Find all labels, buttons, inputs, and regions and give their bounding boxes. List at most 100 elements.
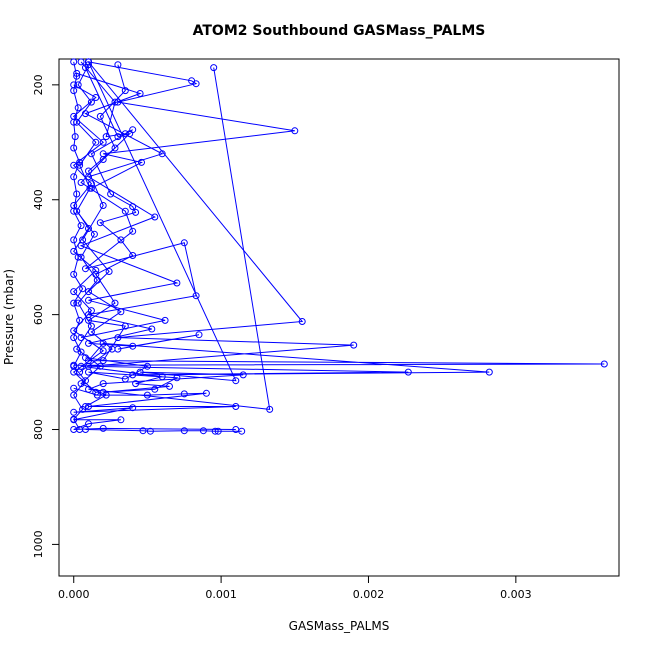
- data-point: [70, 391, 78, 399]
- data-point: [70, 247, 78, 255]
- data-point: [73, 72, 81, 80]
- series-line: [73, 61, 605, 376]
- series-line: [79, 64, 126, 373]
- data-point: [99, 156, 107, 163]
- data-point: [105, 268, 113, 275]
- data-point: [199, 427, 207, 435]
- data-point: [291, 127, 299, 135]
- data-point: [70, 161, 78, 169]
- data-point: [70, 112, 78, 120]
- data-point: [114, 98, 122, 106]
- x-axis: 0.000 0.001 0.002 0.003: [58, 575, 532, 601]
- data-point: [192, 292, 200, 300]
- data-point: [99, 339, 107, 347]
- data-point: [132, 380, 140, 388]
- data-point: [129, 227, 137, 235]
- data-point: [211, 427, 219, 435]
- data-point: [70, 144, 78, 152]
- data-point: [121, 207, 129, 215]
- series: [70, 81, 107, 396]
- data-point: [173, 374, 181, 382]
- x-tick-label: 0.002: [353, 588, 385, 601]
- data-point: [77, 179, 85, 186]
- data-point: [99, 347, 107, 355]
- data-point: [600, 360, 608, 368]
- data-point: [70, 236, 78, 244]
- data-point: [114, 133, 122, 141]
- data-point: [148, 325, 156, 333]
- data-point: [99, 202, 107, 209]
- data-point: [239, 371, 247, 379]
- data-point: [70, 384, 78, 392]
- data-point: [143, 362, 151, 370]
- data-point: [114, 334, 122, 342]
- data-point: [238, 427, 246, 435]
- data-point: [82, 64, 89, 72]
- series: [85, 58, 299, 192]
- data-point: [151, 213, 159, 221]
- series: [73, 69, 181, 342]
- data-point: [73, 69, 81, 77]
- data-point: [173, 279, 181, 287]
- data-point: [158, 150, 166, 158]
- data-point: [85, 225, 92, 232]
- data-point: [121, 375, 129, 383]
- data-point: [82, 110, 89, 118]
- data-point: [70, 173, 78, 181]
- data-point: [202, 389, 210, 397]
- data-point: [138, 158, 145, 166]
- data-point: [111, 144, 119, 152]
- data-point: [85, 167, 92, 175]
- data-point: [146, 427, 154, 435]
- data-point: [70, 327, 78, 335]
- data-point: [74, 299, 82, 307]
- data-point: [350, 341, 358, 349]
- series-line: [80, 61, 137, 361]
- data-point: [70, 58, 78, 66]
- data-point: [77, 222, 85, 230]
- data-point: [70, 81, 78, 89]
- data-point: [404, 368, 412, 376]
- data-point: [210, 64, 218, 72]
- data-point: [71, 133, 79, 141]
- data-point: [117, 236, 125, 244]
- data-point: [195, 331, 203, 339]
- y-axis: 200 400 600 800 1000: [32, 74, 60, 558]
- data-point: [129, 404, 137, 412]
- data-point: [139, 427, 147, 435]
- data-point: [74, 104, 82, 112]
- data-point: [87, 184, 95, 192]
- data-point: [99, 380, 107, 388]
- data-point: [117, 416, 125, 424]
- data-point: [232, 377, 240, 385]
- y-tick-label: 1000: [32, 530, 45, 558]
- data-point: [266, 405, 274, 413]
- data-point: [70, 202, 78, 209]
- data-point: [70, 416, 78, 424]
- series-line: [73, 387, 236, 430]
- data-point: [85, 368, 92, 376]
- data-point: [70, 288, 78, 296]
- data-point: [96, 112, 104, 120]
- data-point: [82, 426, 89, 433]
- x-axis-label: GASMass_PALMS: [289, 619, 390, 633]
- data-point: [82, 265, 89, 273]
- data-point: [70, 426, 78, 433]
- data-point: [158, 373, 166, 381]
- data-point: [92, 270, 100, 278]
- data-point: [73, 207, 81, 215]
- data-point: [77, 253, 85, 261]
- data-point: [485, 368, 493, 376]
- data-point: [99, 138, 107, 146]
- data-point: [161, 316, 169, 324]
- y-tick-label: 200: [32, 74, 45, 95]
- data-point: [77, 58, 85, 66]
- x-tick-label: 0.001: [205, 588, 237, 601]
- series: [77, 354, 181, 396]
- data-point: [166, 382, 173, 390]
- data-point: [73, 190, 81, 198]
- data-point: [87, 307, 95, 315]
- data-point: [96, 219, 104, 227]
- data-point: [232, 403, 240, 410]
